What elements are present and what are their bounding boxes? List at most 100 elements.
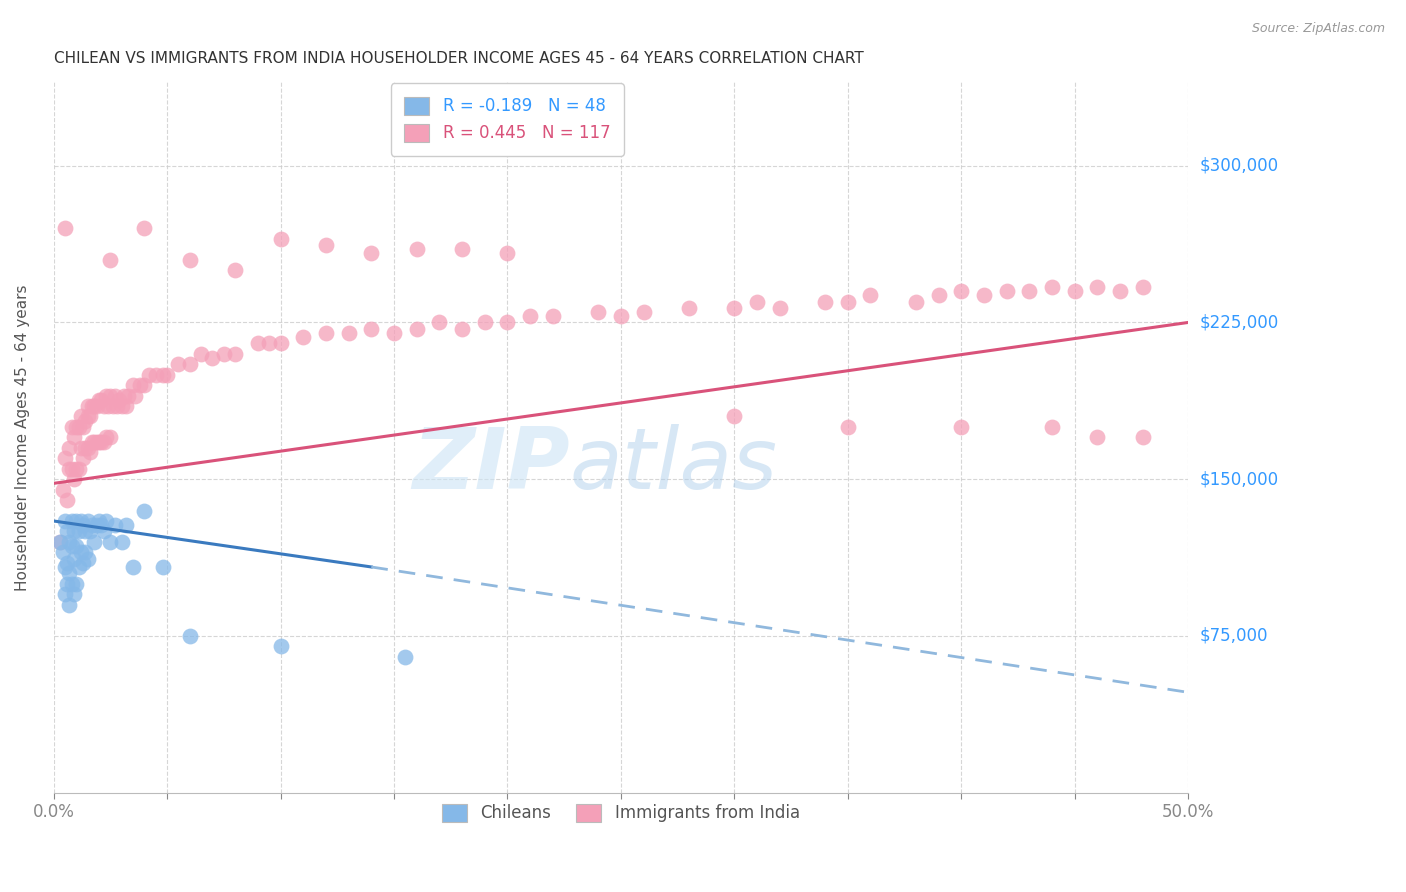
Point bbox=[69, 514, 91, 528]
Point bbox=[72, 420, 94, 434]
Point bbox=[167, 357, 190, 371]
Point bbox=[93, 524, 115, 539]
Point bbox=[49, 534, 72, 549]
Point bbox=[83, 399, 105, 413]
Point bbox=[56, 524, 79, 539]
Point bbox=[115, 518, 138, 533]
Point bbox=[1063, 284, 1085, 298]
Text: atlas: atlas bbox=[569, 425, 778, 508]
Point bbox=[79, 445, 101, 459]
Point bbox=[104, 388, 127, 402]
Point bbox=[53, 587, 76, 601]
Point bbox=[315, 238, 337, 252]
Point bbox=[190, 347, 212, 361]
Point bbox=[63, 551, 86, 566]
Text: $300,000: $300,000 bbox=[1199, 157, 1278, 175]
Point bbox=[337, 326, 360, 340]
Point bbox=[112, 388, 135, 402]
Y-axis label: Householder Income Ages 45 - 64 years: Householder Income Ages 45 - 64 years bbox=[15, 285, 30, 591]
Point bbox=[292, 330, 315, 344]
Point bbox=[104, 518, 127, 533]
Point bbox=[76, 399, 98, 413]
Point bbox=[87, 434, 110, 449]
Point bbox=[75, 414, 97, 428]
Point bbox=[224, 263, 246, 277]
Point bbox=[60, 576, 83, 591]
Point bbox=[315, 326, 337, 340]
Point bbox=[1040, 280, 1063, 294]
Point bbox=[212, 347, 235, 361]
Point bbox=[75, 545, 97, 559]
Point bbox=[124, 388, 146, 402]
Point bbox=[270, 232, 292, 246]
Point bbox=[56, 576, 79, 591]
Point bbox=[72, 518, 94, 533]
Point bbox=[56, 556, 79, 570]
Point bbox=[65, 420, 87, 434]
Point bbox=[1040, 420, 1063, 434]
Point bbox=[82, 399, 104, 413]
Point bbox=[950, 284, 973, 298]
Text: ZIP: ZIP bbox=[412, 425, 569, 508]
Point bbox=[98, 388, 121, 402]
Point bbox=[60, 461, 83, 475]
Point bbox=[53, 560, 76, 574]
Point bbox=[79, 524, 101, 539]
Point bbox=[610, 309, 633, 323]
Point bbox=[76, 441, 98, 455]
Point bbox=[53, 451, 76, 466]
Point bbox=[63, 430, 86, 444]
Point bbox=[87, 392, 110, 407]
Point bbox=[65, 461, 87, 475]
Point bbox=[65, 514, 87, 528]
Point bbox=[496, 246, 519, 260]
Point bbox=[111, 399, 134, 413]
Point bbox=[723, 301, 745, 315]
Text: $75,000: $75,000 bbox=[1199, 627, 1268, 645]
Point bbox=[60, 539, 83, 553]
Point bbox=[94, 514, 117, 528]
Point bbox=[90, 434, 112, 449]
Point bbox=[519, 309, 541, 323]
Point bbox=[270, 640, 292, 654]
Point bbox=[814, 294, 837, 309]
Point bbox=[75, 441, 97, 455]
Point bbox=[156, 368, 179, 382]
Point bbox=[145, 368, 167, 382]
Point bbox=[58, 534, 80, 549]
Point bbox=[58, 598, 80, 612]
Text: $225,000: $225,000 bbox=[1199, 313, 1278, 332]
Point bbox=[53, 514, 76, 528]
Point bbox=[72, 556, 94, 570]
Point bbox=[973, 288, 995, 302]
Legend: Chileans, Immigrants from India: Chileans, Immigrants from India bbox=[430, 792, 811, 834]
Point bbox=[56, 493, 79, 508]
Point bbox=[90, 518, 112, 533]
Point bbox=[52, 545, 75, 559]
Point bbox=[79, 409, 101, 424]
Text: CHILEAN VS IMMIGRANTS FROM INDIA HOUSEHOLDER INCOME AGES 45 - 64 YEARS CORRELATI: CHILEAN VS IMMIGRANTS FROM INDIA HOUSEHO… bbox=[53, 51, 863, 66]
Point bbox=[427, 315, 450, 329]
Point bbox=[270, 336, 292, 351]
Point bbox=[837, 420, 859, 434]
Point bbox=[75, 524, 97, 539]
Point bbox=[97, 399, 120, 413]
Point bbox=[995, 284, 1018, 298]
Point bbox=[101, 399, 124, 413]
Point bbox=[769, 301, 792, 315]
Point bbox=[541, 309, 564, 323]
Point bbox=[950, 420, 973, 434]
Point bbox=[224, 347, 246, 361]
Point bbox=[63, 472, 86, 486]
Point bbox=[1132, 280, 1154, 294]
Point bbox=[82, 518, 104, 533]
Point bbox=[69, 409, 91, 424]
Point bbox=[72, 451, 94, 466]
Point bbox=[360, 322, 382, 336]
Point bbox=[928, 288, 950, 302]
Point bbox=[60, 420, 83, 434]
Point bbox=[859, 288, 882, 302]
Point bbox=[69, 545, 91, 559]
Point bbox=[86, 399, 108, 413]
Point bbox=[58, 441, 80, 455]
